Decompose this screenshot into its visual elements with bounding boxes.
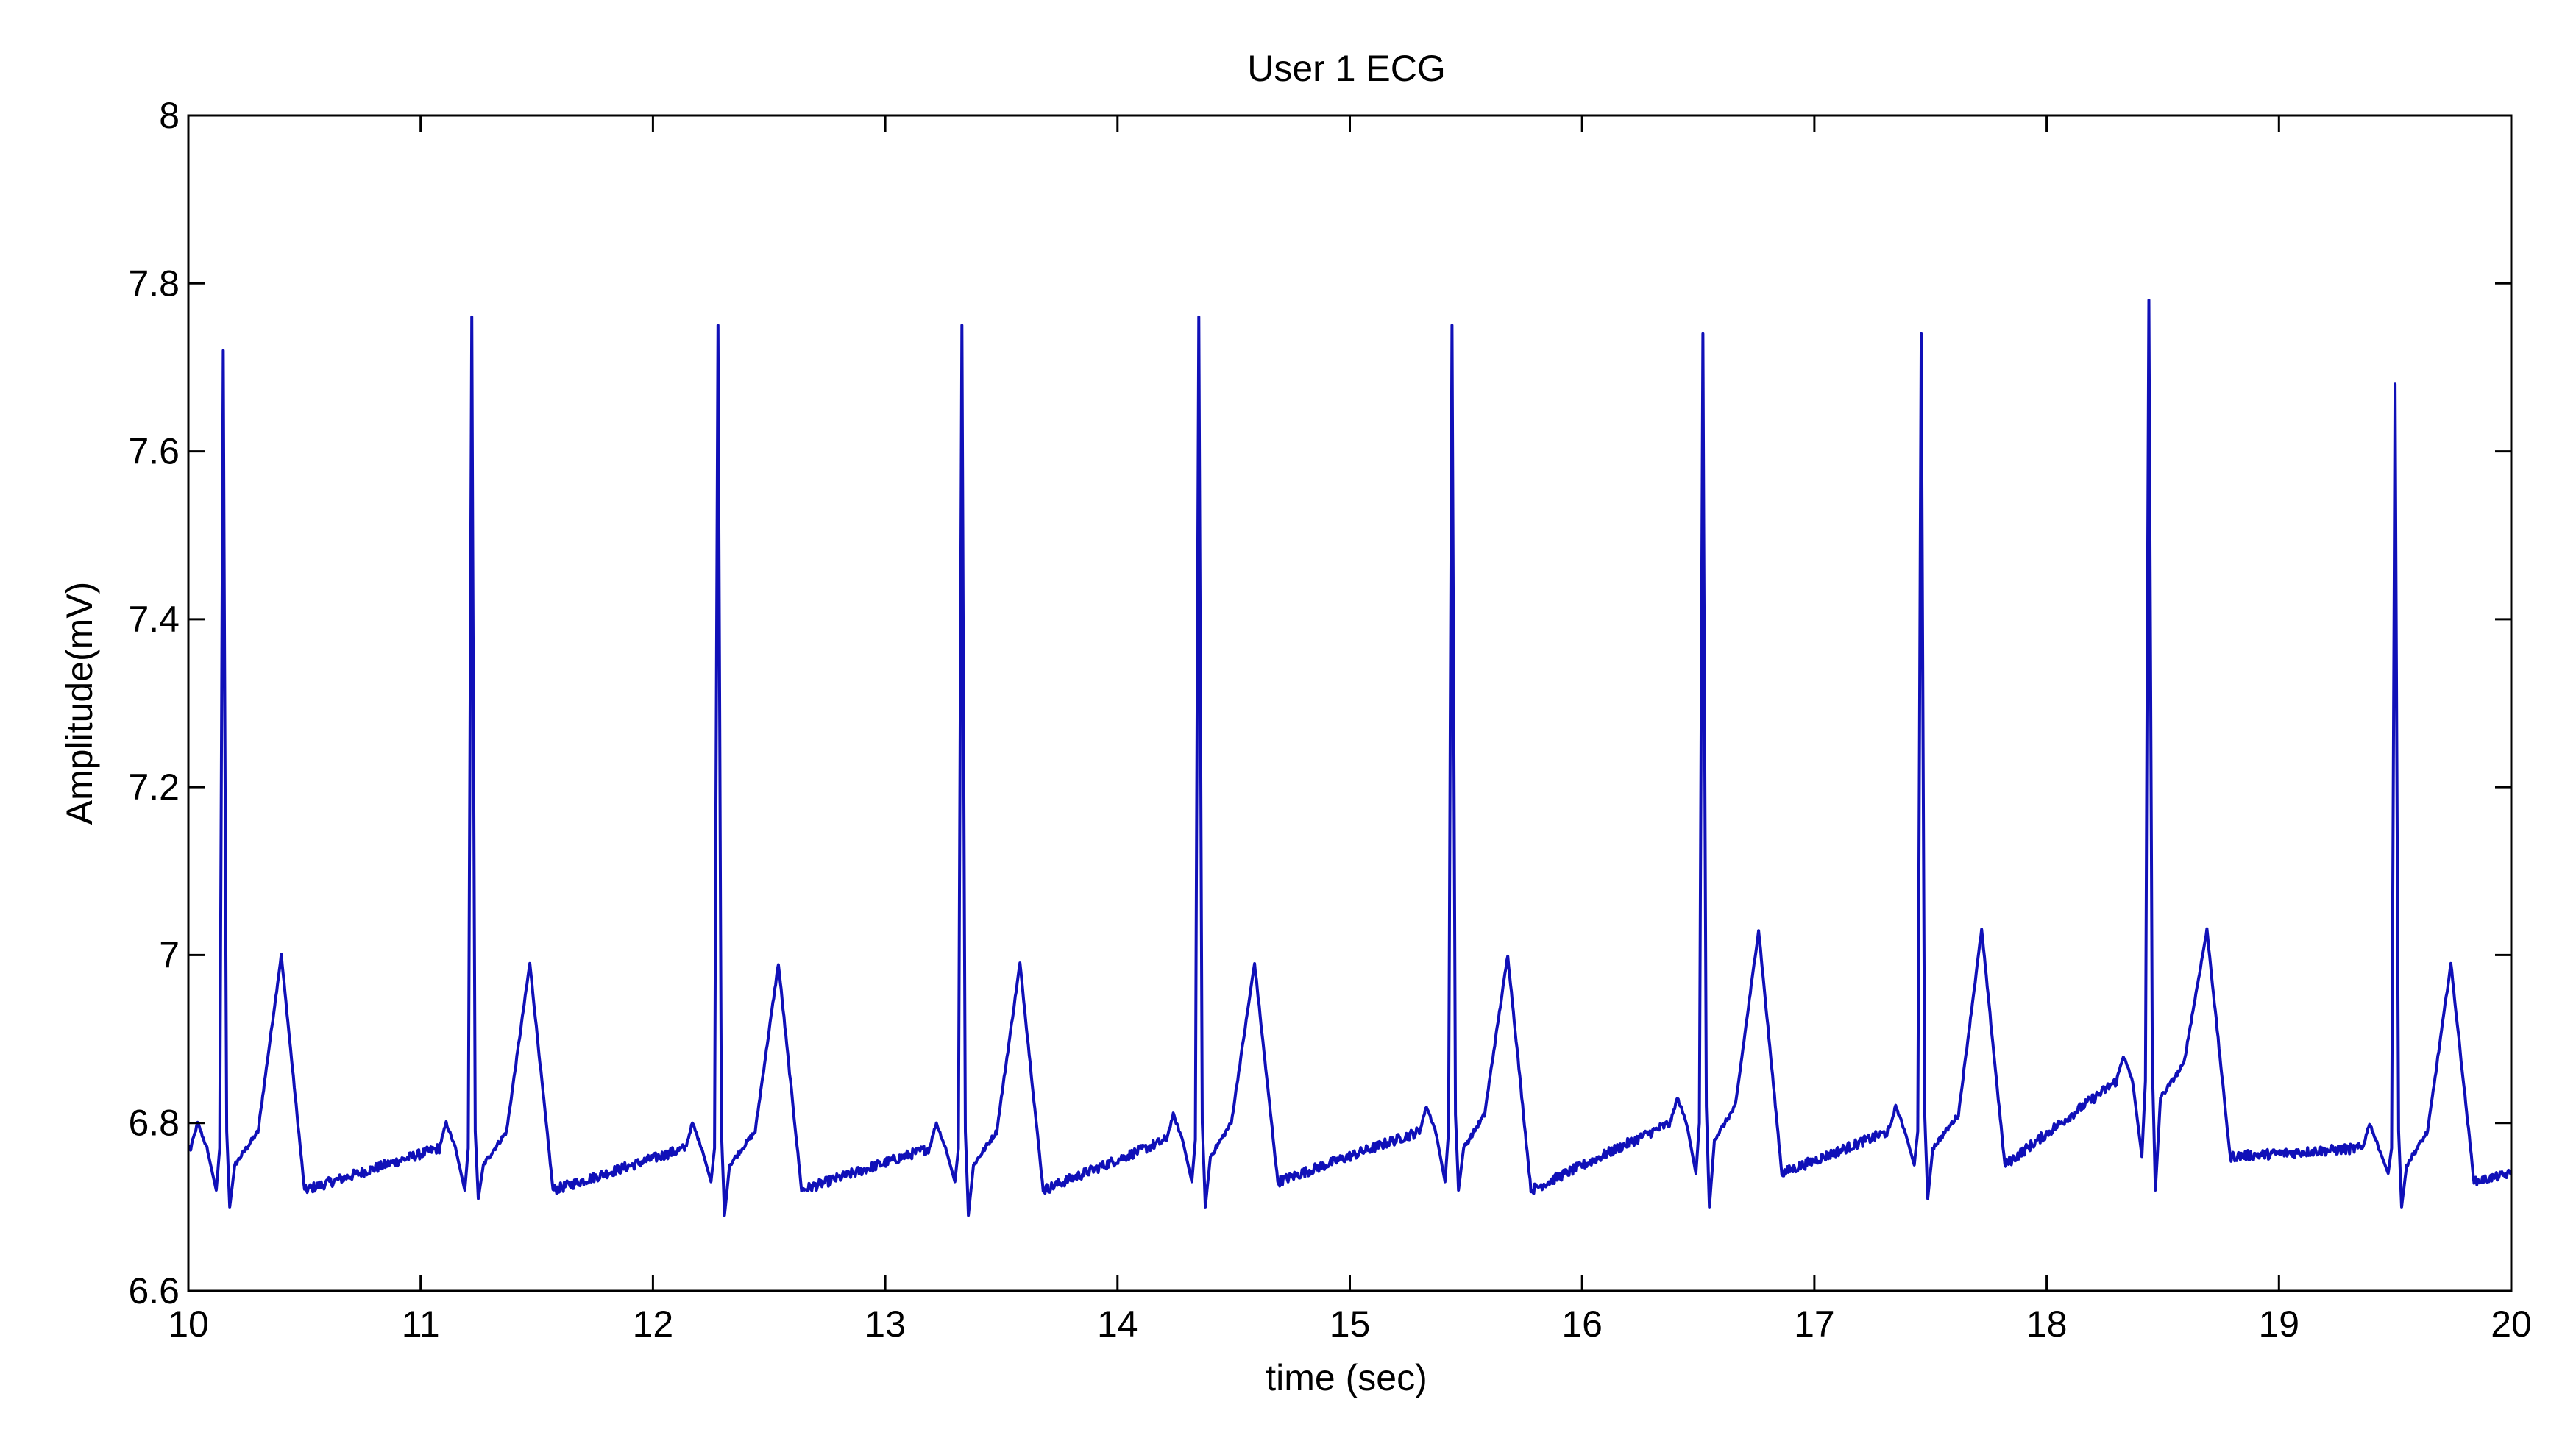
y-axis-ticks: 6.6 6.8 7 7.2 7.4 7.6 7.8 8 xyxy=(128,95,2511,1312)
x-tick-label: 13 xyxy=(865,1303,906,1345)
x-tick-label: 15 xyxy=(1330,1303,1371,1345)
y-tick-label: 6.6 xyxy=(128,1270,180,1312)
x-tick-label: 12 xyxy=(633,1303,674,1345)
x-tick-label: 19 xyxy=(2258,1303,2299,1345)
ecg-series-line xyxy=(188,299,2511,1217)
x-tick-label: 17 xyxy=(1794,1303,1835,1345)
x-tick-label: 14 xyxy=(1097,1303,1138,1345)
series-layer xyxy=(188,299,2511,1217)
y-tick-label: 8 xyxy=(159,95,180,136)
x-tick-label: 11 xyxy=(402,1303,440,1345)
x-tick-label: 18 xyxy=(2026,1303,2068,1345)
y-tick-label: 7.4 xyxy=(128,599,180,640)
x-tick-label: 16 xyxy=(1561,1303,1603,1345)
y-tick-label: 7.6 xyxy=(128,431,180,472)
x-axis-ticks: 10 11 12 13 14 15 16 17 18 19 20 xyxy=(168,115,2532,1345)
y-axis-label: Amplitude(mV) xyxy=(59,582,100,825)
x-axis-label: time (sec) xyxy=(1266,1357,1427,1398)
chart-title: User 1 ECG xyxy=(1247,48,1446,89)
y-tick-label: 7.8 xyxy=(128,263,180,304)
y-tick-label: 6.8 xyxy=(128,1103,180,1144)
x-tick-label: 10 xyxy=(168,1303,209,1345)
y-tick-label: 7.2 xyxy=(128,766,180,808)
x-tick-label: 20 xyxy=(2491,1303,2532,1345)
y-tick-label: 7 xyxy=(159,934,180,975)
